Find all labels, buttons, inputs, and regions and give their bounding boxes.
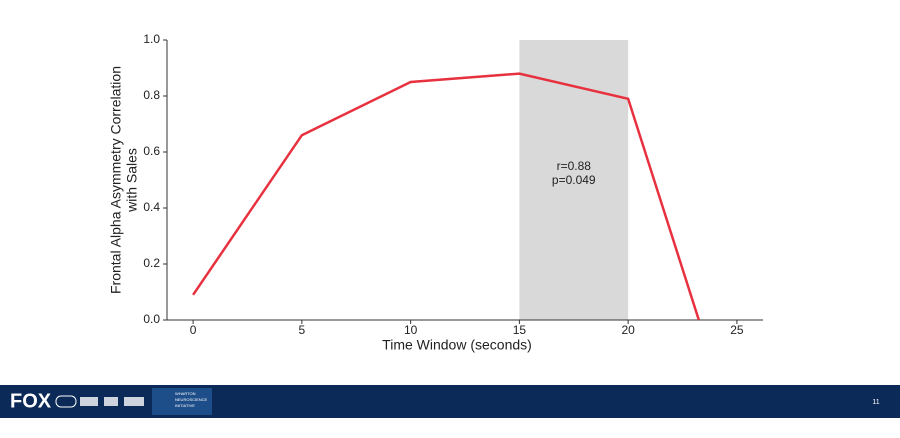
series-line xyxy=(192,72,701,321)
partner-text: WHARTON xyxy=(175,391,196,396)
annotation: r=0.88 xyxy=(557,159,592,173)
partner-box xyxy=(152,388,212,415)
y-tick-label: 0.2 xyxy=(143,256,160,270)
y-tick-label: 0.0 xyxy=(143,312,160,326)
x-tick-label: 20 xyxy=(621,323,635,337)
x-tick-label: 0 xyxy=(190,323,197,337)
logo-icon xyxy=(55,395,77,408)
y-tick-label: 0.4 xyxy=(143,200,160,214)
logo-icon xyxy=(124,397,144,406)
y-tick-label: 0.8 xyxy=(143,88,160,102)
page-number: 11 xyxy=(872,399,879,406)
x-tick-label: 10 xyxy=(404,323,418,337)
y-tick-label: 0.6 xyxy=(143,144,160,158)
y-tick-label: 1.0 xyxy=(143,32,160,46)
logo-icon xyxy=(80,397,98,406)
partner-text: NEUROSCIENCE xyxy=(175,397,208,402)
annotation: p=0.049 xyxy=(552,173,596,187)
x-tick-label: 15 xyxy=(513,323,527,337)
y-axis-label: with Sales xyxy=(124,148,140,213)
x-axis-label: Time Window (seconds) xyxy=(382,337,532,353)
y-axis-label: Frontal Alpha Asymmetry Correlation xyxy=(108,66,124,294)
x-tick-label: 25 xyxy=(730,323,744,337)
x-tick-label: 5 xyxy=(299,323,306,337)
logo-icon xyxy=(104,397,118,406)
footer-logo: FOX xyxy=(10,390,52,412)
partner-text: INITIATIVE xyxy=(175,403,195,408)
footer-band xyxy=(0,385,900,418)
plot: 0.0 0.2 0.4 0.6 0.8 1.0 0 5 10 15 20 25 Time Window … xyxy=(108,32,763,353)
